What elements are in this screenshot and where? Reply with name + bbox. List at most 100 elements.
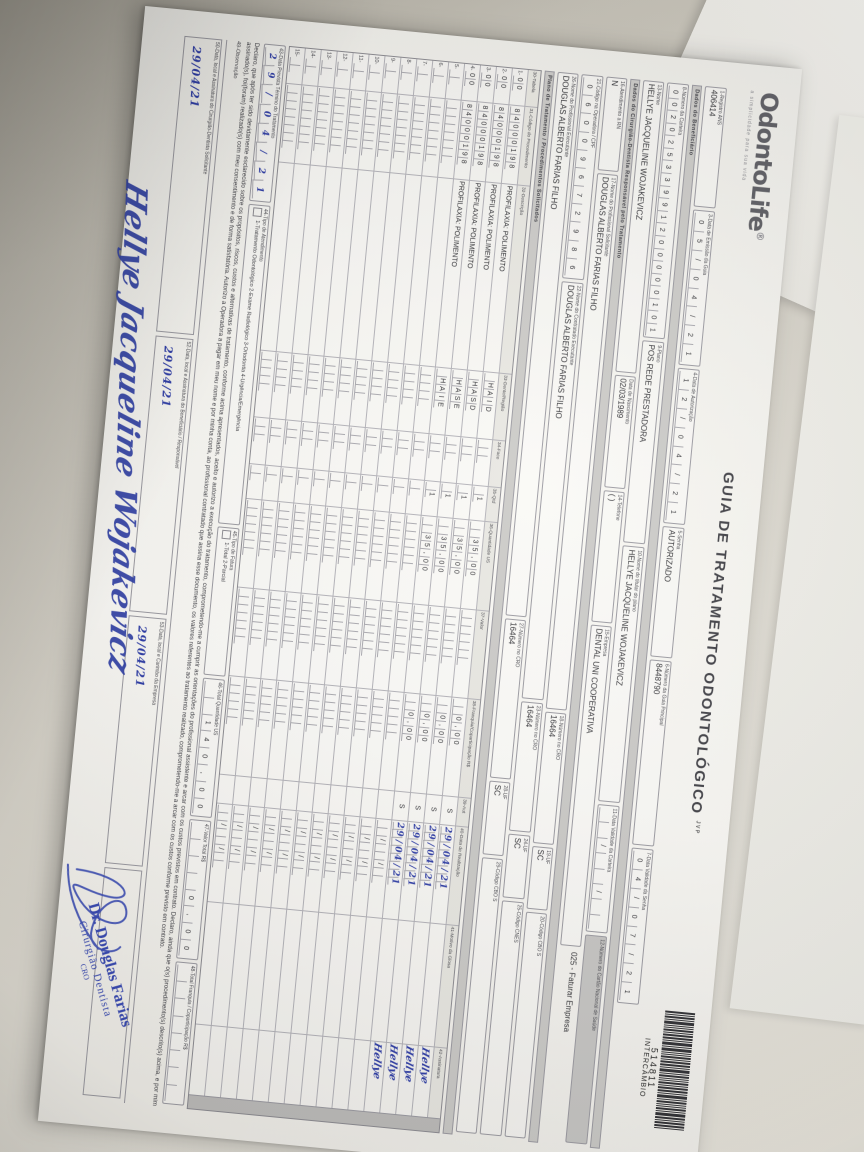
cell-aut	[280, 779, 299, 811]
row-number: 11-	[357, 54, 364, 63]
comb-field	[297, 469, 310, 486]
row-number: 6-	[437, 62, 444, 68]
comb-field	[226, 677, 242, 726]
comb-field	[396, 432, 410, 457]
row-number: 12-	[341, 53, 349, 62]
comb-field	[377, 602, 394, 659]
comb-field	[377, 477, 390, 494]
comb-field	[385, 692, 401, 741]
row-number: 4-	[469, 65, 476, 71]
cell-aut	[233, 775, 251, 806]
row-signature: Hellye	[386, 1042, 399, 1082]
comb-field	[281, 468, 294, 485]
cell-aut	[328, 784, 347, 815]
comb-field	[380, 430, 395, 455]
row-number: 15-	[293, 48, 301, 57]
checkbox-icon	[221, 529, 232, 540]
comb-field	[417, 367, 433, 407]
comb-field	[285, 421, 299, 446]
cell-aut	[264, 778, 283, 809]
comb-field	[274, 681, 290, 730]
comb-field	[265, 591, 283, 648]
comb-field	[428, 435, 442, 460]
comb-field	[329, 597, 346, 654]
form-content: OdontoLife® a simplicidade para sua vida…	[56, 33, 784, 1152]
row-signature: Hellye	[370, 1041, 383, 1081]
comb-field	[297, 594, 314, 651]
comb-field	[249, 465, 263, 482]
cell-aut	[360, 787, 379, 818]
comb-field	[265, 466, 279, 483]
comb-field	[269, 419, 283, 444]
comb-field	[321, 686, 338, 735]
cell-aut: S	[440, 795, 458, 826]
comb-field	[369, 691, 386, 739]
comb-field	[338, 509, 355, 566]
comb-field	[322, 507, 339, 564]
comb-field	[320, 60, 334, 77]
comb-field	[258, 351, 274, 392]
comb-field	[393, 479, 406, 496]
comb-field	[409, 605, 426, 662]
cell-aut	[217, 773, 235, 804]
row-number: 5-	[453, 63, 460, 70]
row-number: 14-	[309, 49, 317, 59]
col-header: 39-Aut	[456, 796, 471, 827]
comb-field	[412, 433, 426, 458]
comb-field	[368, 64, 382, 81]
comb-field	[393, 603, 410, 660]
comb-field	[336, 61, 350, 78]
barcode-block: 514811 INTERCÂMBIO	[633, 983, 698, 1152]
field-19-uf: 19-UF SC	[526, 845, 554, 911]
comb-field	[460, 438, 474, 463]
comb-field	[305, 684, 322, 733]
comb-field	[304, 58, 318, 75]
comb-field	[354, 510, 371, 567]
comb-field	[234, 588, 251, 645]
odontolife-logo: OdontoLife® a simplicidade para sua vida	[727, 90, 784, 322]
comb-field	[337, 687, 354, 736]
cell-aut: S	[392, 790, 411, 821]
comb-field: 1	[472, 486, 486, 503]
row-number: 13-	[325, 51, 333, 60]
field-24-uf: 24-UF SC	[502, 833, 531, 899]
cell-aut	[249, 776, 267, 808]
row-number: 2-	[500, 68, 508, 74]
comb-field	[345, 599, 362, 656]
comb-field	[290, 354, 305, 395]
cell-aut	[296, 781, 315, 812]
comb-field	[400, 64, 414, 81]
comb-field	[274, 353, 289, 394]
row-signature: Hellye	[418, 1045, 431, 1085]
comb-field: 1	[440, 483, 454, 500]
comb-field	[242, 500, 259, 556]
comb-field	[322, 357, 337, 398]
comb-field	[345, 474, 358, 491]
comb-field	[289, 683, 306, 732]
comb-field	[290, 504, 307, 561]
comb-field	[441, 608, 458, 665]
comb-field	[444, 436, 458, 461]
comb-field	[352, 62, 366, 79]
comb-field	[353, 689, 370, 738]
comb-field	[249, 590, 267, 646]
comb-field	[317, 424, 331, 449]
cell-aut	[376, 788, 395, 820]
comb-field	[301, 423, 315, 447]
comb-field	[448, 69, 461, 86]
comb-field: 1	[456, 485, 470, 502]
cell-aut: S	[424, 793, 442, 824]
